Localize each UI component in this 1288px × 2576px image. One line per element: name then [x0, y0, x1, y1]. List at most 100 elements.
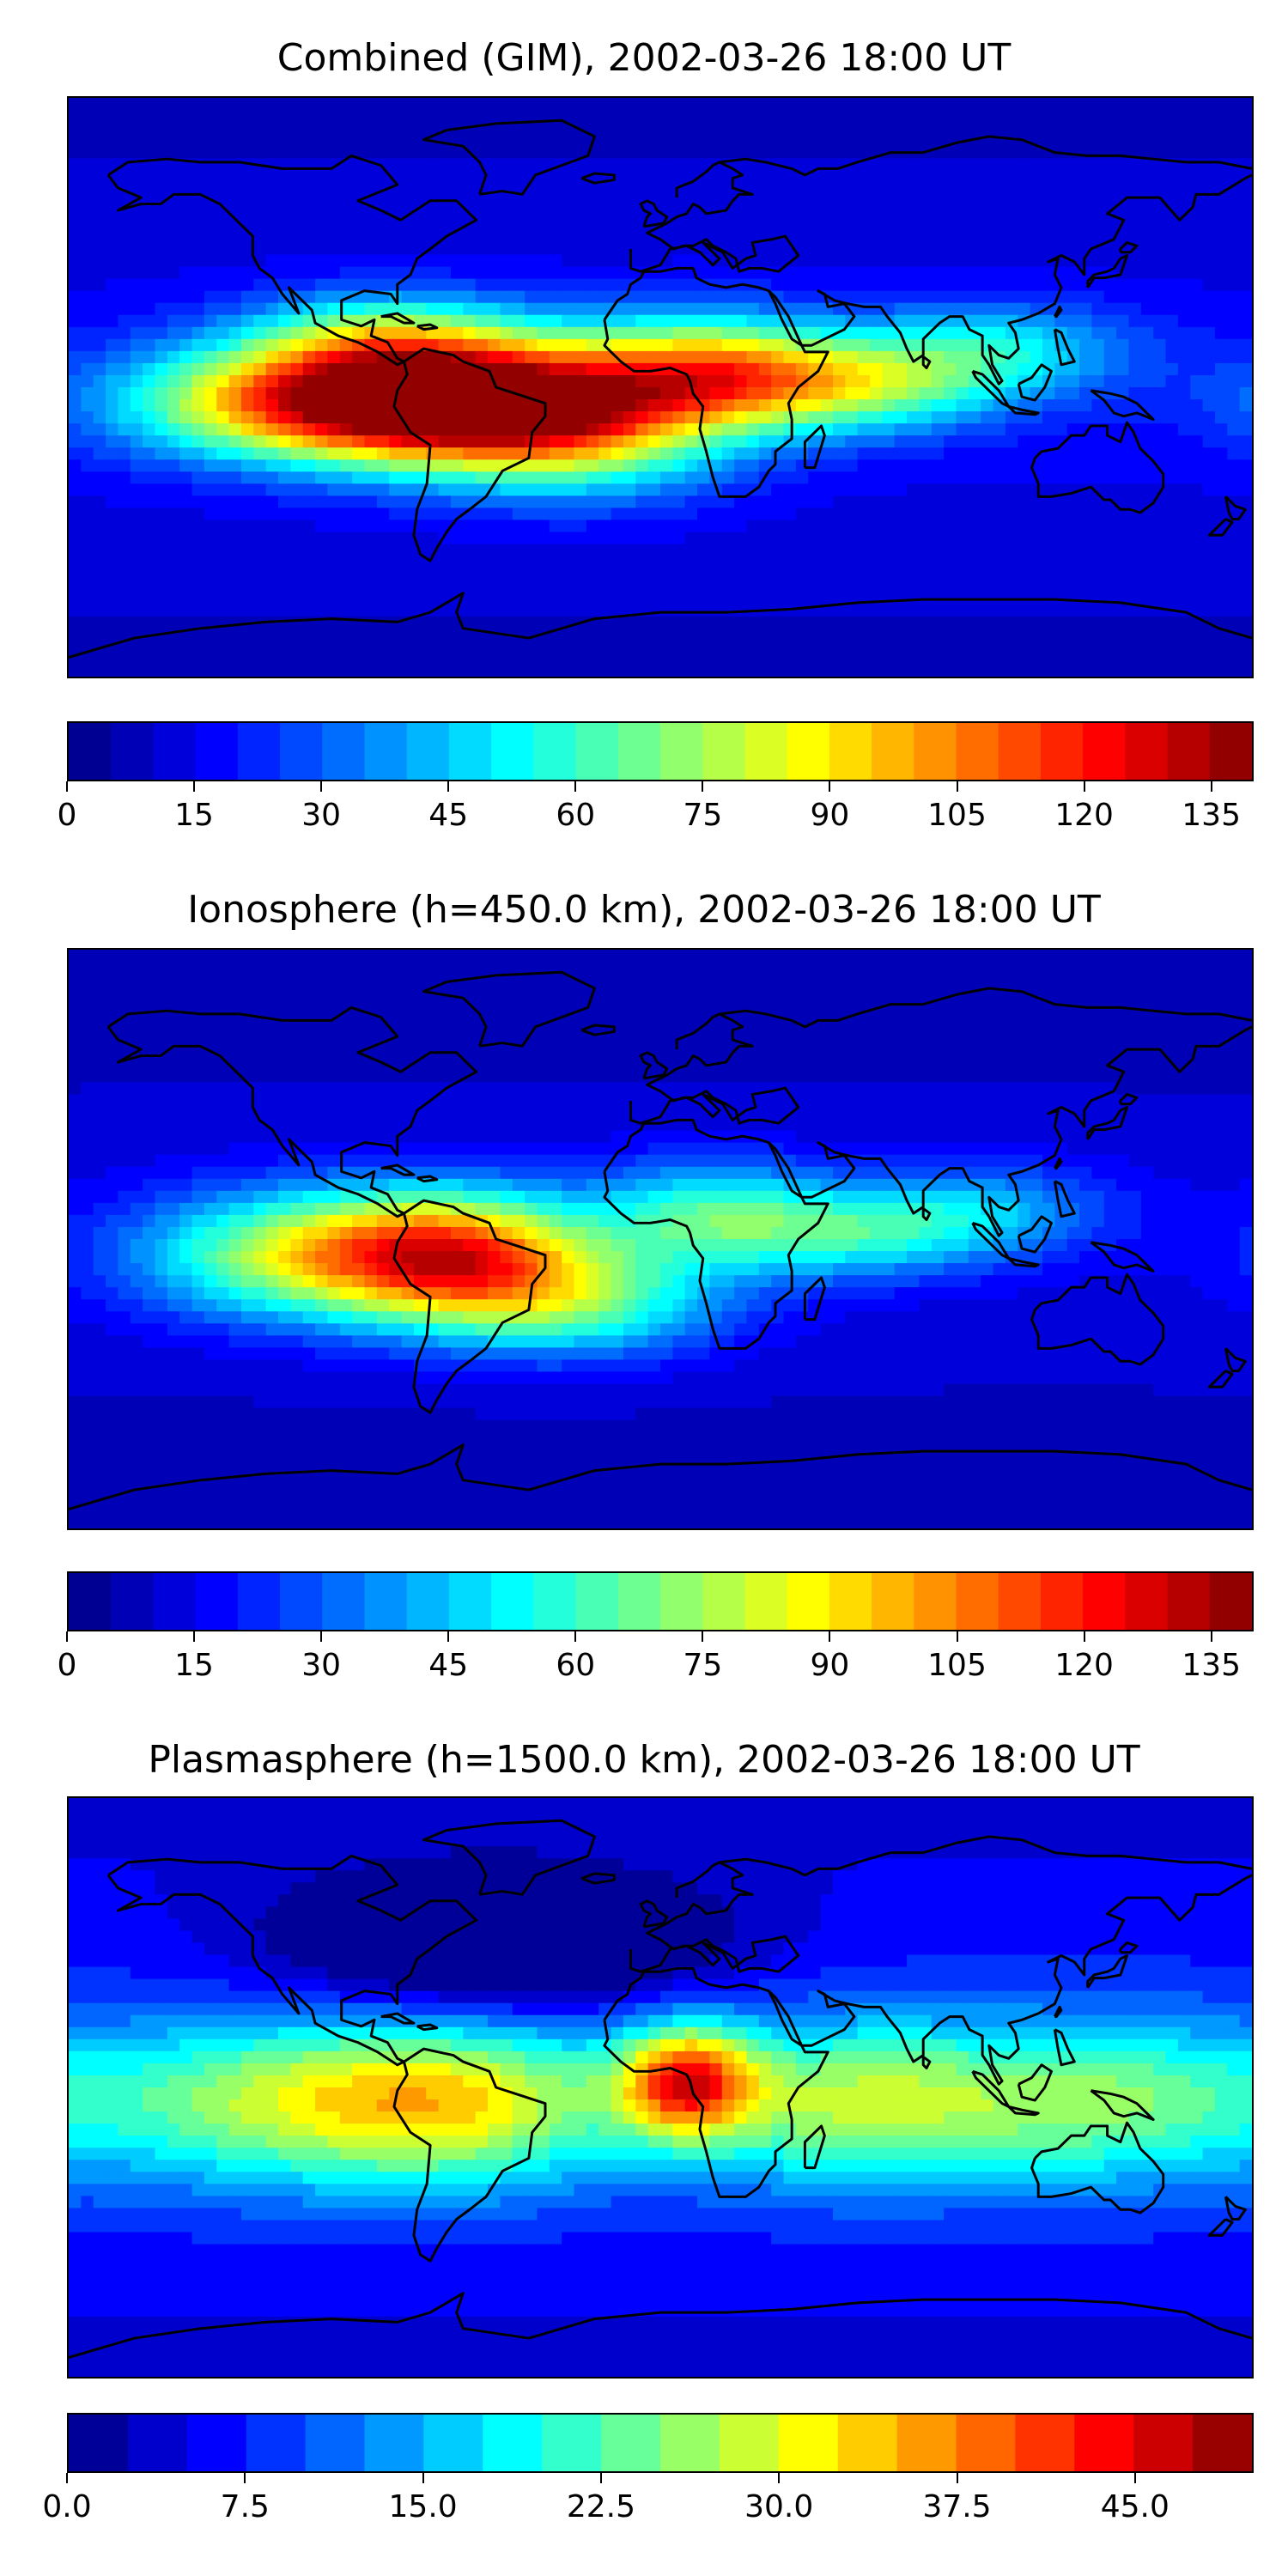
heat-cell: [463, 399, 477, 412]
heat-cell: [598, 592, 612, 605]
heat-cell: [845, 290, 859, 304]
heat-cell: [1042, 556, 1055, 569]
heat-cell: [870, 604, 883, 617]
heat-cell: [894, 435, 908, 448]
heat-cell: [364, 350, 378, 364]
heat-cell: [1202, 182, 1216, 195]
heat-cell: [143, 986, 156, 999]
heat-cell: [1190, 230, 1204, 244]
heat-cell: [660, 387, 673, 400]
heat-cell: [981, 146, 994, 159]
heat-cell: [389, 158, 403, 171]
heat-cell: [660, 278, 673, 292]
heat-cell: [1190, 387, 1204, 400]
heat-cell: [1165, 556, 1179, 569]
heat-cell: [907, 242, 920, 256]
heat-cell: [1177, 134, 1191, 147]
heat-cell: [315, 556, 329, 569]
heat-cell: [944, 182, 957, 195]
heat-cell: [1103, 664, 1117, 677]
heat-cell: [1030, 314, 1043, 328]
heat-cell: [1054, 158, 1068, 171]
heat-cell: [81, 519, 94, 533]
heat-cell: [413, 122, 427, 135]
heat-cell: [401, 592, 415, 605]
heat-cell: [191, 399, 205, 412]
heat-cell: [795, 158, 809, 171]
heat-cell: [1153, 628, 1167, 641]
heat-cell: [660, 338, 673, 352]
heat-cell: [500, 447, 513, 460]
heat-cell: [956, 616, 969, 629]
heat-cell: [130, 986, 143, 999]
heat-cell: [968, 962, 981, 975]
heat-cell: [746, 194, 760, 207]
heat-cell: [870, 471, 883, 484]
heat-cell: [746, 580, 760, 593]
heat-cell: [537, 640, 550, 653]
heat-cell: [488, 242, 501, 256]
heat-cell: [721, 592, 735, 605]
heat-cell: [1128, 580, 1142, 593]
heat-cell: [968, 652, 981, 665]
heat-cell: [709, 374, 723, 388]
heat-cell: [93, 664, 106, 677]
heat-cell: [771, 98, 785, 111]
heat-cell: [315, 182, 329, 195]
heat-cell: [143, 664, 156, 677]
heat-cell: [191, 254, 205, 268]
heat-cell: [623, 290, 636, 304]
heat-cell: [1066, 459, 1080, 472]
heat-cell: [155, 302, 168, 316]
heat-cell: [1202, 399, 1216, 412]
heat-cell: [857, 447, 871, 460]
heat-cell: [845, 974, 859, 987]
heat-cell: [488, 640, 501, 653]
heat-cell: [919, 158, 933, 171]
heat-cell: [155, 290, 168, 304]
heat-cell: [191, 962, 205, 975]
heat-cell: [1153, 411, 1167, 424]
heat-cell: [783, 580, 797, 593]
heat-cell: [81, 158, 94, 171]
heat-cell: [1116, 471, 1130, 484]
heat-cell: [228, 974, 242, 987]
heat-cell: [1239, 338, 1252, 352]
panel-1-colorbar-swatches: [69, 723, 1252, 780]
heat-cell: [1030, 495, 1043, 509]
heat-cell: [907, 362, 920, 376]
heat-cell: [721, 483, 735, 496]
colorbar-swatch: [872, 723, 914, 780]
heat-cell: [1214, 950, 1228, 963]
heat-cell: [684, 962, 698, 975]
heat-cell: [216, 459, 230, 472]
heat-cell: [204, 507, 217, 521]
heat-cell: [968, 350, 981, 364]
heat-cell: [1030, 230, 1043, 244]
heat-cell: [1005, 230, 1018, 244]
heat-cell: [1190, 98, 1204, 111]
heat-cell: [981, 604, 994, 617]
heat-cell: [155, 411, 168, 424]
heat-cell: [611, 580, 624, 593]
heat-cell: [463, 616, 477, 629]
heat-cell: [118, 459, 131, 472]
heat-cell: [623, 556, 636, 569]
heat-cell: [130, 170, 143, 183]
heat-cell: [1005, 170, 1018, 183]
heat-cell: [820, 314, 834, 328]
heat-cell: [1091, 580, 1105, 593]
heat-cell: [1190, 532, 1204, 545]
heat-cell: [81, 471, 94, 484]
heat-cell: [832, 568, 846, 581]
heat-cell: [1239, 230, 1252, 244]
heat-cell: [488, 146, 501, 159]
heat-cell: [870, 628, 883, 641]
heat-cell: [660, 290, 673, 304]
heat-cell: [155, 374, 168, 388]
heat-cell: [488, 387, 501, 400]
heat-cell: [1091, 158, 1105, 171]
heat-cell: [155, 146, 168, 159]
heat-cell: [155, 507, 168, 521]
coastline: [1017, 363, 1053, 402]
